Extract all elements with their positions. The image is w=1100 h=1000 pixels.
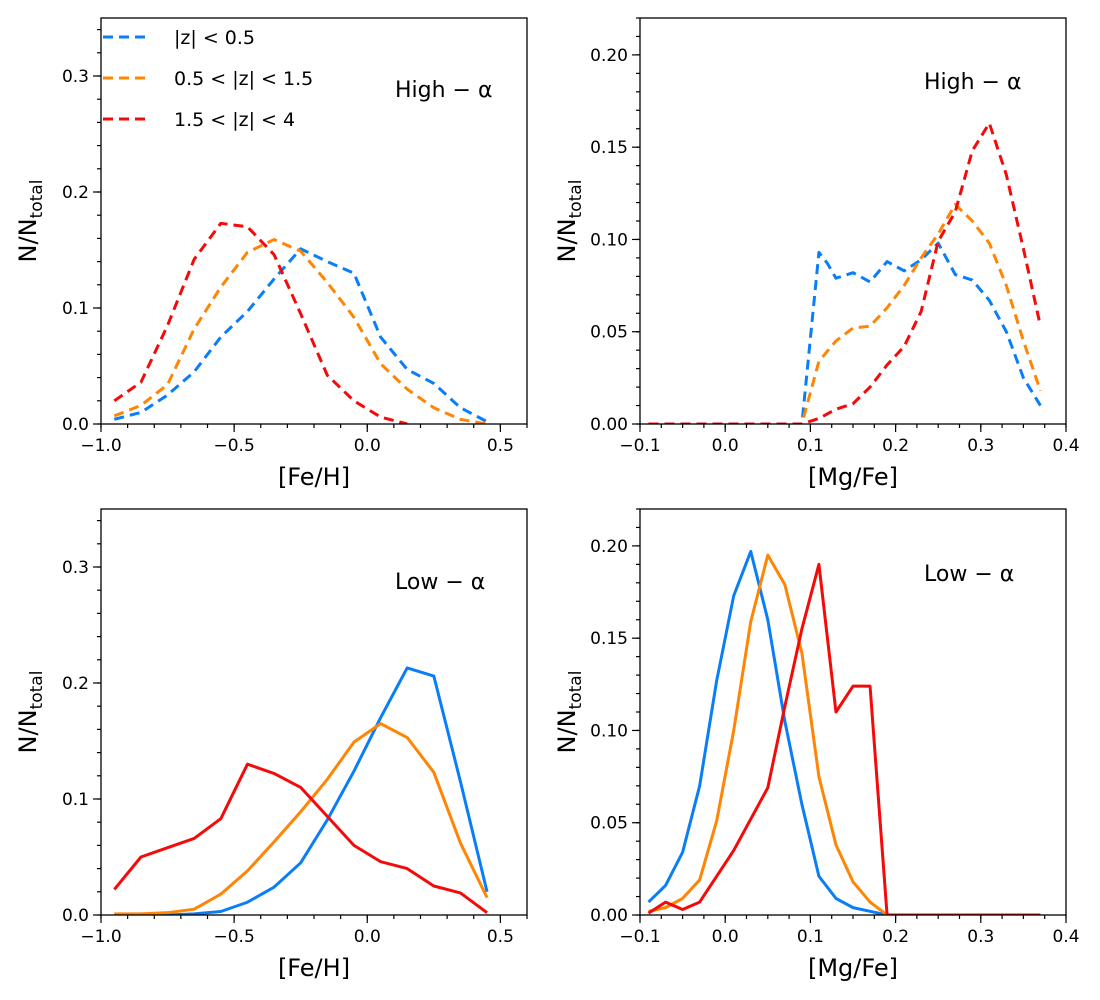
panel-bottom-right-x-tick-label: 0.3: [967, 927, 994, 947]
panel-bottom-left-series-0: [114, 666, 489, 915]
panel-bottom-left-series-1: [114, 722, 489, 915]
panel-bottom-right-x-tick-label: 0.2: [882, 927, 909, 947]
panel-top-right-y-axis-label: N/Ntotal: [553, 180, 586, 263]
panel-bottom-right-x-tick-label: 0.4: [1052, 927, 1079, 947]
panel-top-left: −1.0 −0.5 0.0 0.5 0.0 0.1 0.2 0.3 [Fe/H] N/Ntotal…: [14, 17, 528, 491]
panel-top-left-y-tick-label: 0.0: [62, 415, 89, 435]
panel-bottom-left-series-2: [113, 762, 488, 914]
panel-top-right-x-tick-label: 0.1: [797, 436, 824, 456]
panel-bottom-right-y-tick-label: 0.15: [590, 629, 628, 649]
panel-bottom-right-series-2: [647, 562, 1041, 915]
legend-label-1: 0.5 < |z| < 1.5: [174, 68, 313, 90]
panel-bottom-left-x-tick-label: 0.5: [487, 927, 514, 947]
panel-bottom-right-y-axis-label: N/Ntotal: [553, 671, 586, 754]
panel-top-right-y-tick-label: 0.00: [590, 415, 628, 435]
panel-top-left-x-axis-label: [Fe/H]: [278, 463, 350, 491]
panel-top-left-x-tick-label: 0.5: [487, 436, 514, 456]
panel-bottom-left-y-axis-label: N/Ntotal: [14, 671, 47, 754]
panel-bottom-left-y-tick-label: 0.0: [62, 906, 89, 926]
panel-top-right-y-tick-label: 0.05: [590, 323, 628, 343]
panel-top-left-series-1: [113, 238, 488, 424]
panel-bottom-right-x-tick-label: 0.1: [797, 927, 824, 947]
panel-top-left-series-2: [113, 221, 408, 424]
panel-bottom-right-tag: Low − α: [924, 562, 1014, 587]
panel-bottom-right-y-tick-label: 0.00: [590, 906, 628, 926]
panel-top-right-y-tick-label: 0.15: [590, 138, 628, 158]
panel-bottom-right-x-tick-label: −0.1: [619, 927, 660, 947]
panel-top-right-x-tick-label: 0.0: [712, 436, 739, 456]
panel-top-right-x-tick-label: 0.2: [882, 436, 909, 456]
panel-bottom-right-y-tick-label: 0.10: [590, 721, 628, 741]
panel-bottom-left-x-tick-label: −0.5: [213, 927, 254, 947]
panel-top-right-x-tick-label: −0.1: [619, 436, 660, 456]
panel-top-right-series-0: [648, 241, 1042, 424]
panel-bottom-right: −0.1 0.0 0.1 0.2 0.3 0.4 0.00 0.05 0.10 0.15 0.20 […: [553, 508, 1080, 982]
panel-bottom-left-y-tick-label: 0.3: [62, 558, 89, 578]
legend-label-0: |z| < 0.5: [174, 27, 255, 49]
panel-top-left-x-tick-label: 0.0: [354, 436, 381, 456]
panel-bottom-right-y-tick-label: 0.20: [590, 537, 628, 557]
panel-bottom-left-tag: Low − α: [395, 570, 485, 595]
panel-bottom-left: −1.0 −0.5 0.0 0.5 0.0 0.1 0.2 0.3 [Fe/H] N/Ntotal…: [14, 508, 528, 982]
panel-bottom-left-x-axis-label: [Fe/H]: [278, 954, 350, 982]
panel-top-right-y-tick-label: 0.10: [590, 230, 628, 250]
legend-label-2: 1.5 < |z| < 4: [174, 109, 295, 131]
panel-top-left-y-tick-label: 0.1: [62, 299, 89, 319]
panel-bottom-left-y-tick-label: 0.1: [62, 790, 89, 810]
panel-top-right-x-tick-label: 0.4: [1052, 436, 1079, 456]
panel-bottom-right-x-axis-label: [Mg/Fe]: [808, 954, 898, 982]
panel-bottom-left-y-tick-label: 0.2: [62, 674, 89, 694]
panel-top-right-x-tick-label: 0.3: [967, 436, 994, 456]
panel-bottom-left-x-tick-label: −1.0: [80, 927, 121, 947]
panel-top-right-y-tick-label: 0.20: [590, 46, 628, 66]
panel-top-right-tag: High − α: [924, 70, 1022, 95]
panel-bottom-right-x-tick-label: 0.0: [712, 927, 739, 947]
panel-top-left-series-0: [113, 247, 488, 424]
panel-bottom-right-y-tick-label: 0.05: [590, 814, 628, 834]
panel-top-right-series-1: [648, 202, 1042, 424]
panel-top-right: −0.1 0.0 0.1 0.2 0.3 0.4 0.00 0.05 0.10 0.15 0.20 […: [553, 17, 1080, 491]
panel-top-left-y-tick-label: 0.2: [62, 183, 89, 203]
panel-top-right-series-2: [648, 121, 1042, 424]
panel-top-right-x-axis-label: [Mg/Fe]: [808, 463, 898, 491]
panel-top-left-x-tick-label: −0.5: [213, 436, 254, 456]
panel-bottom-right-series-1: [648, 553, 905, 915]
panel-top-left-y-tick-label: 0.3: [62, 67, 89, 87]
panel-bottom-right-series-0: [647, 549, 905, 915]
panel-top-left-tag: High − α: [395, 78, 493, 103]
panel-top-left-x-tick-label: −1.0: [80, 436, 121, 456]
panel-bottom-left-x-tick-label: 0.0: [354, 927, 381, 947]
panel-top-left-y-axis-label: N/Ntotal: [14, 180, 47, 263]
